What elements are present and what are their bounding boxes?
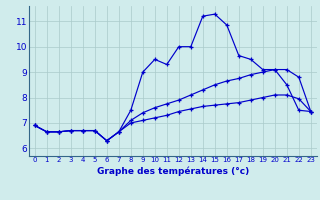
X-axis label: Graphe des températures (°c): Graphe des températures (°c)	[97, 166, 249, 176]
